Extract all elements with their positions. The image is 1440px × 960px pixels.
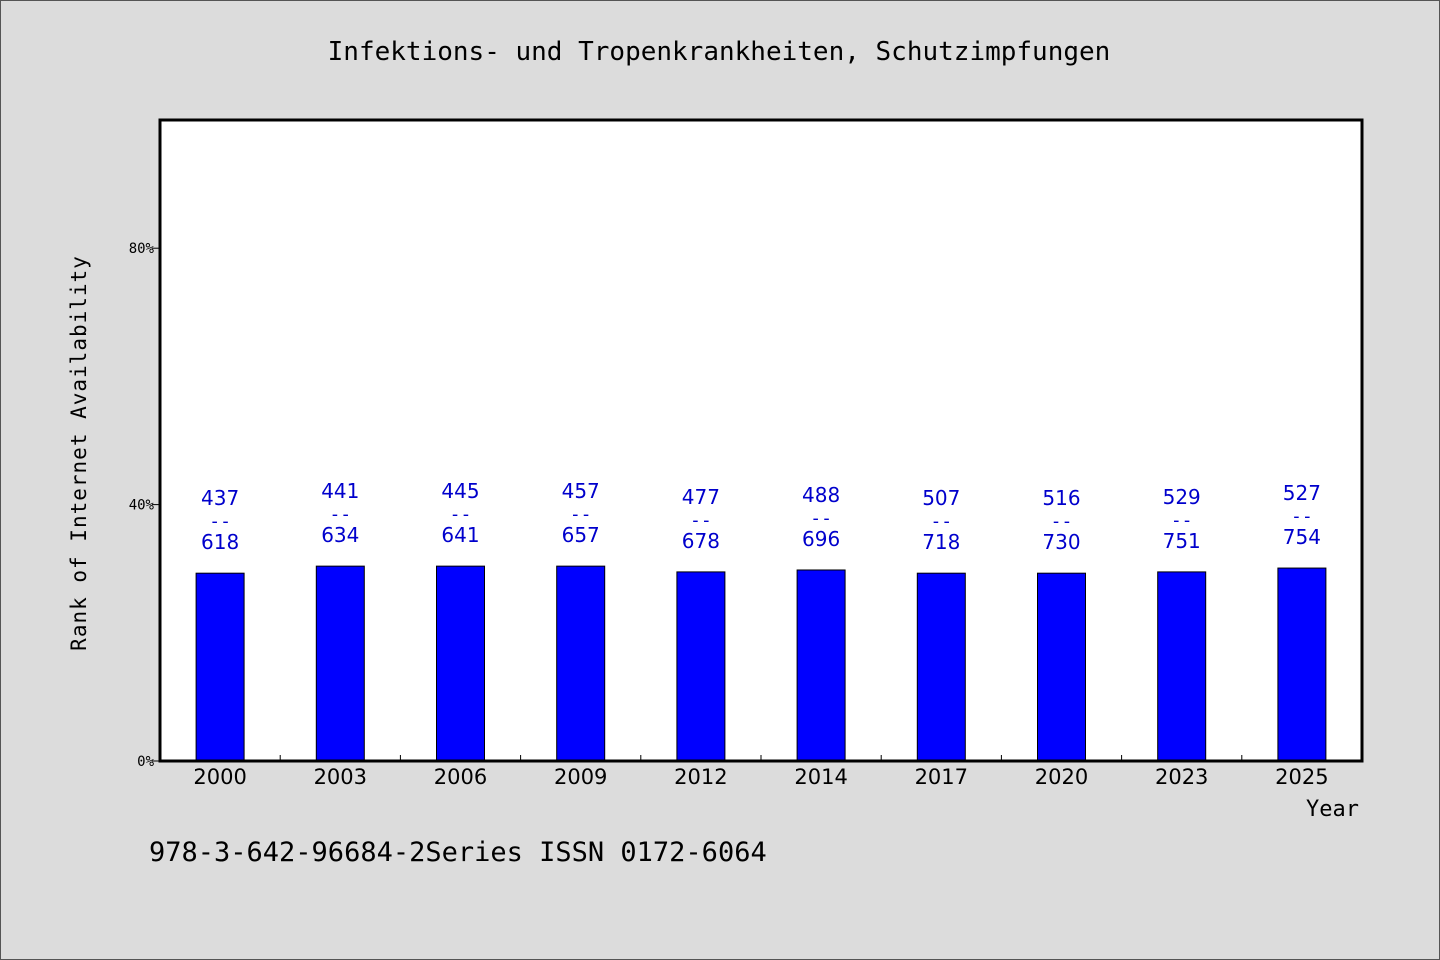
data-label-top: 445 <box>441 479 479 503</box>
x-tick-label: 2006 <box>434 765 487 789</box>
x-tick-label: 2025 <box>1275 765 1328 789</box>
data-label-separator: -- <box>209 511 231 532</box>
data-label-separator: -- <box>570 504 592 525</box>
bar <box>556 565 606 762</box>
bar <box>916 572 966 762</box>
plot-frame <box>158 118 1364 763</box>
bar <box>436 565 485 762</box>
data-label-separator: -- <box>1051 511 1073 532</box>
data-label-top: 529 <box>1163 485 1201 509</box>
x-tick-label: 2023 <box>1155 765 1208 789</box>
y-tick-label: 40% <box>129 498 155 514</box>
data-label-top: 477 <box>682 485 720 509</box>
x-tick-label: 2017 <box>915 765 968 789</box>
data-label-bottom: 618 <box>201 530 239 554</box>
data-label-top: 437 <box>201 486 239 510</box>
x-tick-label: 2012 <box>674 765 727 789</box>
data-label-separator: -- <box>1171 510 1193 531</box>
bar <box>1277 567 1327 762</box>
x-tick-label: 2020 <box>1035 765 1088 789</box>
data-label-top: 527 <box>1283 481 1321 505</box>
data-label-separator: -- <box>810 508 832 529</box>
data-label-bottom: 754 <box>1283 525 1321 549</box>
bar <box>195 572 245 762</box>
data-label-bottom: 718 <box>922 530 960 554</box>
bar <box>796 569 846 762</box>
data-label-bottom: 641 <box>441 523 479 547</box>
data-label-separator: -- <box>690 510 712 531</box>
bar <box>1157 571 1207 762</box>
data-label-bottom: 730 <box>1042 530 1080 554</box>
data-label-bottom: 696 <box>802 527 840 551</box>
data-label-bottom: 678 <box>682 529 720 553</box>
chart-title: Infektions- und Tropenkrankheiten, Schut… <box>327 37 1111 67</box>
data-label-separator: -- <box>450 504 472 525</box>
y-tick-label: 0% <box>137 754 154 770</box>
y-tick-label: 80% <box>129 241 155 257</box>
data-label-top: 488 <box>802 483 840 507</box>
x-tick-label: 2003 <box>314 765 367 789</box>
bar <box>1037 572 1086 762</box>
footer-text: 978-3-642-96684-2Series ISSN 0172-6064 <box>149 837 767 868</box>
data-label-bottom: 657 <box>562 523 600 547</box>
y-axis-label: Rank of Internet Availability <box>67 255 91 651</box>
bar <box>676 571 726 762</box>
bar <box>315 565 365 762</box>
data-label-top: 507 <box>922 486 960 510</box>
data-label-top: 441 <box>321 479 359 503</box>
data-label-separator: -- <box>930 511 952 532</box>
x-tick-label: 2009 <box>554 765 607 789</box>
x-tick-label: 2000 <box>193 765 246 789</box>
data-label-bottom: 634 <box>321 523 359 547</box>
data-label-separator: -- <box>329 504 351 525</box>
data-label-top: 516 <box>1042 486 1080 510</box>
data-label-separator: -- <box>1291 506 1313 527</box>
x-tick-label: 2014 <box>794 765 847 789</box>
data-label-top: 457 <box>562 479 600 503</box>
x-axis-label: Year <box>1306 797 1359 822</box>
data-label-bottom: 751 <box>1163 529 1201 553</box>
